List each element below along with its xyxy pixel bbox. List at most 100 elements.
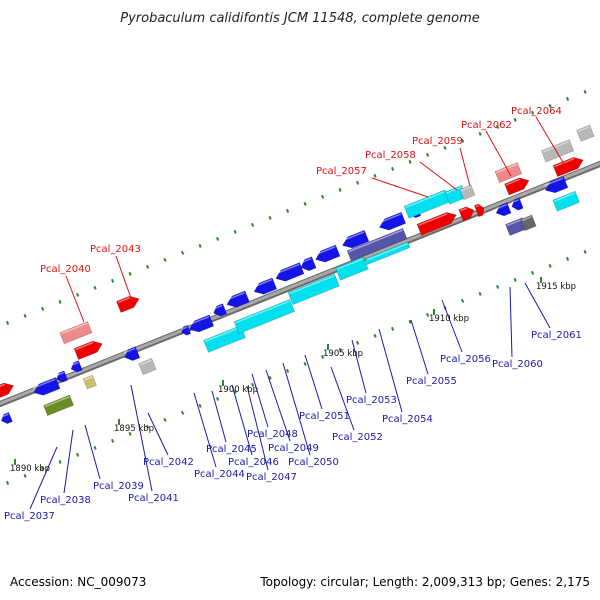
gene-label-pcal-2046[interactable]: Pcal_2046 bbox=[228, 457, 279, 468]
gene-feature-blue-2053b[interactable] bbox=[340, 229, 370, 251]
gene-feature-blue-small-2[interactable] bbox=[69, 360, 83, 374]
gene-label-pcal-2059[interactable]: Pcal_2059 bbox=[412, 136, 463, 147]
gene-label-pcal-2054[interactable]: Pcal_2054 bbox=[382, 414, 433, 425]
gene-feature-pcal-2038-shape bbox=[43, 394, 74, 417]
gene-label-pcal-2047[interactable]: Pcal_2047 bbox=[246, 472, 297, 483]
gene-label-pcal-2060[interactable]: Pcal_2060 bbox=[492, 359, 543, 370]
gene-feature-pcal-2052[interactable] bbox=[313, 244, 341, 265]
gene-feature-blue-2051b[interactable] bbox=[299, 256, 317, 273]
gene-feature-blue-2060a[interactable] bbox=[494, 202, 512, 218]
gene-feature-pcal-2048[interactable] bbox=[233, 299, 295, 335]
leader-line bbox=[378, 328, 403, 413]
gene-label-pcal-2041[interactable]: Pcal_2041 bbox=[128, 493, 179, 504]
gene-feature-pcal-2059-shape bbox=[459, 184, 476, 200]
tick-mark bbox=[583, 249, 587, 254]
gene-label-pcal-2040[interactable]: Pcal_2040 bbox=[40, 264, 91, 275]
leader-line bbox=[265, 369, 291, 442]
tick-mark bbox=[443, 145, 447, 150]
gene-label-pcal-2039[interactable]: Pcal_2039 bbox=[93, 481, 144, 492]
gene-feature-pcal-2053[interactable] bbox=[335, 256, 369, 281]
gene-feature-blue-2051b-highlight bbox=[299, 257, 312, 264]
gene-feature-pcal-2040[interactable] bbox=[59, 321, 93, 345]
gene-feature-blue-small-2-shape bbox=[70, 360, 83, 373]
gene-feature-pcal-2059[interactable] bbox=[459, 184, 476, 200]
gene-feature-pcal-2039[interactable] bbox=[82, 374, 97, 390]
gene-feature-blue-2060b[interactable] bbox=[510, 197, 524, 212]
gene-feature-red-left[interactable] bbox=[0, 380, 16, 402]
leader-line bbox=[441, 299, 463, 353]
gene-feature-pcal-2055[interactable] bbox=[377, 211, 407, 233]
gene-feature-pcal-2043[interactable] bbox=[116, 293, 141, 313]
gene-feature-pcal-2037-shape bbox=[33, 377, 61, 396]
gene-feature-darkgray-2060[interactable] bbox=[520, 214, 537, 231]
gene-feature-pcal-2050[interactable] bbox=[274, 262, 305, 285]
gene-label-pcal-2044[interactable]: Pcal_2044 bbox=[194, 469, 245, 480]
gene-feature-red-2058b[interactable] bbox=[458, 205, 476, 222]
gene-feature-pcal-2051[interactable] bbox=[287, 273, 340, 305]
gene-feature-blue-small[interactable] bbox=[55, 370, 69, 384]
gene-feature-pcal-2064[interactable] bbox=[541, 139, 575, 163]
gene-feature-pcal-2046[interactable] bbox=[212, 303, 228, 319]
gene-feature-gray-edge[interactable] bbox=[576, 124, 595, 142]
gene-feature-pcal-2061[interactable] bbox=[552, 190, 580, 212]
gene-label-pcal-2062[interactable]: Pcal_2062 bbox=[461, 120, 512, 131]
gene-label-pcal-2057[interactable]: Pcal_2057 bbox=[316, 166, 367, 177]
gene-feature-blue-edge[interactable] bbox=[0, 411, 13, 425]
gene-feature-pcal-2045-shape bbox=[203, 325, 246, 353]
gene-feature-red-2059b[interactable] bbox=[473, 203, 486, 218]
gene-label-pcal-2038[interactable]: Pcal_2038 bbox=[40, 495, 91, 506]
gene-label-pcal-2050[interactable]: Pcal_2050 bbox=[288, 457, 339, 468]
gene-feature-pcal-2045[interactable] bbox=[203, 325, 246, 353]
gene-feature-blue-2061a[interactable] bbox=[543, 176, 569, 195]
gene-label-pcal-2058[interactable]: Pcal_2058 bbox=[365, 150, 416, 161]
gene-label-pcal-2048[interactable]: Pcal_2048 bbox=[247, 429, 298, 440]
gene-label-pcal-2042[interactable]: Pcal_2042 bbox=[143, 457, 194, 468]
leader-line bbox=[304, 354, 323, 410]
gene-feature-red-2062b[interactable] bbox=[504, 175, 532, 196]
gene-feature-cyan-thin[interactable] bbox=[364, 241, 411, 266]
tick-mark bbox=[163, 417, 167, 422]
gene-feature-blue-2044a[interactable] bbox=[180, 324, 192, 336]
gene-feature-blue-2061a-shape bbox=[544, 176, 569, 194]
gene-feature-pcal-2044[interactable] bbox=[187, 314, 215, 335]
gene-feature-pcal-2048-highlight bbox=[235, 300, 290, 324]
gene-feature-pcal-2047[interactable] bbox=[225, 290, 250, 310]
gene-feature-pcal-2054[interactable] bbox=[346, 227, 408, 262]
gene-feature-pcal-2038[interactable] bbox=[43, 394, 74, 417]
gene-feature-pcal-2052-shape bbox=[315, 244, 341, 263]
gene-label-pcal-2045[interactable]: Pcal_2045 bbox=[206, 444, 257, 455]
gene-feature-pcal-2053-shape bbox=[335, 256, 369, 281]
leader-line bbox=[509, 286, 513, 358]
gene-label-pcal-2056[interactable]: Pcal_2056 bbox=[440, 354, 491, 365]
gene-label-pcal-2037[interactable]: Pcal_2037 bbox=[4, 511, 55, 522]
gene-label-pcal-2051[interactable]: Pcal_2051 bbox=[299, 411, 350, 422]
gene-label-pcal-2064[interactable]: Pcal_2064 bbox=[511, 106, 562, 117]
tick-mark bbox=[5, 480, 10, 485]
gene-feature-pcal-2064-shape bbox=[541, 139, 575, 163]
tick-mark bbox=[321, 194, 325, 199]
gene-label-pcal-2055[interactable]: Pcal_2055 bbox=[406, 376, 457, 387]
gene-feature-red-2040b[interactable] bbox=[73, 338, 104, 361]
gene-label-pcal-2043[interactable]: Pcal_2043 bbox=[90, 244, 141, 255]
gene-feature-pcal-2059-highlight bbox=[461, 185, 471, 192]
gene-feature-pcal-2042[interactable] bbox=[138, 358, 157, 376]
gene-feature-pcal-2041[interactable] bbox=[122, 346, 141, 363]
tick-mark bbox=[111, 438, 115, 443]
gene-feature-pcal-2037[interactable] bbox=[31, 377, 61, 398]
gene-feature-red-2057b[interactable] bbox=[416, 209, 459, 236]
tick-mark bbox=[146, 264, 150, 269]
gene-feature-pcal-2041-shape bbox=[124, 346, 141, 361]
leader-line bbox=[231, 384, 253, 456]
gene-label-pcal-2052[interactable]: Pcal_2052 bbox=[332, 432, 383, 443]
tick-mark bbox=[93, 285, 97, 290]
gene-label-pcal-2053[interactable]: Pcal_2053 bbox=[346, 395, 397, 406]
gene-label-pcal-2049[interactable]: Pcal_2049 bbox=[268, 443, 319, 454]
gene-feature-darkgray-2060-shape bbox=[520, 214, 537, 231]
gene-feature-pcal-2057-highlight bbox=[405, 190, 445, 208]
gene-feature-pcal-2049[interactable] bbox=[252, 277, 278, 297]
tick-mark bbox=[285, 208, 290, 213]
gene-label-pcal-2061[interactable]: Pcal_2061 bbox=[531, 330, 582, 341]
gene-feature-red-2064b[interactable] bbox=[552, 154, 585, 178]
tick-mark bbox=[496, 284, 500, 289]
